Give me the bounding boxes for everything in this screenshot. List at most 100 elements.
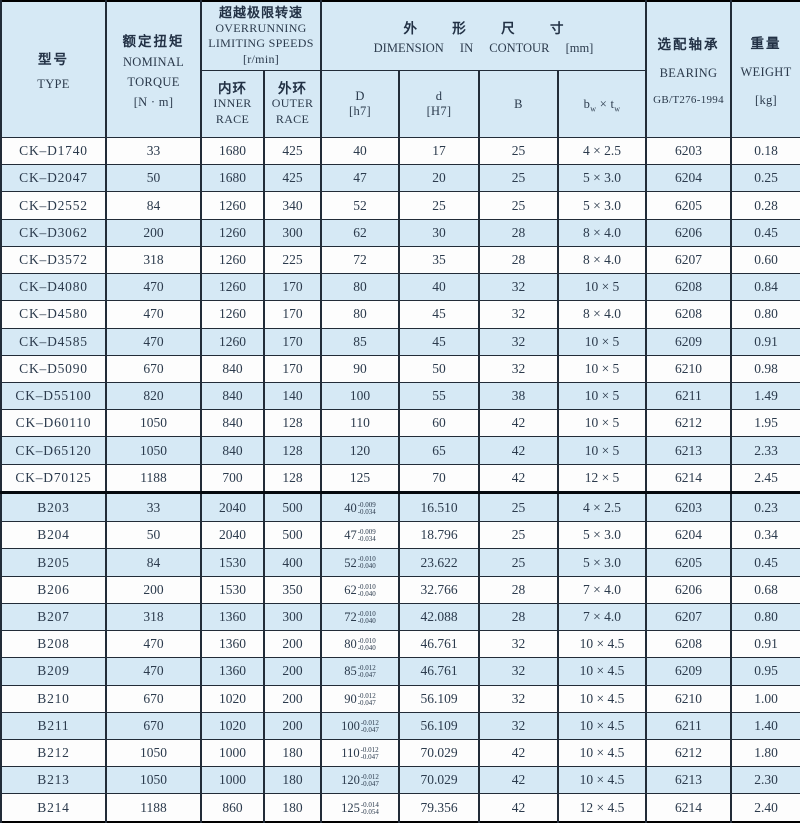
cell-bt: 4 × 2.5 xyxy=(557,136,647,166)
cell-inner: 2040 xyxy=(200,521,265,550)
cell-bearing: 6207 xyxy=(645,245,732,275)
cell-inner: 1260 xyxy=(200,327,265,356)
cell-D: 120 xyxy=(320,436,400,465)
table-row: B213 1050 1000 180 120 -0.012 -0.047 70.029 42 10… xyxy=(0,766,800,795)
header-bearing-en: BEARING xyxy=(659,66,718,80)
cell-outer: 170 xyxy=(263,300,322,329)
cell-B: 32 xyxy=(478,273,559,302)
cell-inner: 1260 xyxy=(200,245,265,275)
table-row: CK–D5090 670 840 170 90 50 32 10 × 5 6210 0.98 xyxy=(0,354,800,383)
header-inner-race: 内环 INNER RACE xyxy=(200,70,265,138)
cell-bearing: 6208 xyxy=(645,273,732,302)
cell-bt: 5 × 3.0 xyxy=(557,191,647,220)
cell-bt: 10 × 4.5 xyxy=(557,711,647,741)
dimension-value: 90 xyxy=(344,691,357,706)
tolerance-stack: -0.012 -0.047 xyxy=(357,691,376,707)
cell-type: B207 xyxy=(0,602,107,632)
cell-inner: 1260 xyxy=(200,218,265,247)
table-row: CK–D1740 33 1680 425 40 17 25 4 × 2.5 6203 0.18 xyxy=(0,136,800,166)
header-outer-l2: RACE xyxy=(275,111,310,126)
cell-bt: 5 × 3.0 xyxy=(557,521,647,550)
cell-bearing: 6208 xyxy=(645,300,732,329)
header-weight-cn: 重量 xyxy=(750,35,782,51)
header-bearing: 选配轴承 BEARING GB/T276-1994 xyxy=(645,0,732,138)
dimension-value: 40 xyxy=(344,500,357,515)
tolerance-stack: -0.014 -0.054 xyxy=(360,800,379,816)
cell-D: 90 xyxy=(320,354,400,383)
header-outer-race: 外环 OUTER RACE xyxy=(263,70,322,138)
header-col-D: D [h7] xyxy=(320,70,400,138)
cell-inner: 1530 xyxy=(200,575,265,604)
header-col-d: d [H7] xyxy=(398,70,480,138)
cell-d: 70.029 xyxy=(398,766,480,795)
cell-torque: 1050 xyxy=(105,766,202,795)
cell-bearing: 6206 xyxy=(645,575,732,604)
table-row: B206 200 1530 350 62 -0.010 -0.040 32.766 28 7 × … xyxy=(0,575,800,604)
header-speed-unit: [r/min] xyxy=(242,51,280,66)
header-bearing-cn: 选配轴承 xyxy=(657,37,720,52)
cell-bearing: 6214 xyxy=(645,793,732,823)
cell-inner: 1530 xyxy=(200,548,265,577)
cell-torque: 470 xyxy=(105,657,202,686)
cell-B: 25 xyxy=(478,491,559,523)
cell-torque: 50 xyxy=(105,521,202,550)
cell-B: 25 xyxy=(478,191,559,220)
table-row: CK–D65120 1050 840 128 120 65 42 10 × 5 6213 2.33 xyxy=(0,436,800,465)
header-outer-cn: 外环 xyxy=(278,80,307,96)
cell-outer: 200 xyxy=(263,657,322,686)
cell-outer: 140 xyxy=(263,381,322,411)
cell-bt: 10 × 4.5 xyxy=(557,766,647,795)
cell-D: 80 -0.010 -0.040 xyxy=(320,630,400,659)
cell-torque: 50 xyxy=(105,164,202,193)
header-dimension-unit: [mm] xyxy=(565,40,594,55)
header-torque-l2: TORQUE xyxy=(127,74,180,89)
cell-type: B204 xyxy=(0,521,107,550)
cell-outer: 180 xyxy=(263,738,322,768)
cell-type: CK–D4585 xyxy=(0,327,107,356)
cell-type: B203 xyxy=(0,491,107,523)
cell-d: 46.761 xyxy=(398,657,480,686)
dimension-value: 85 xyxy=(344,664,357,679)
cell-type: CK–D4080 xyxy=(0,273,107,302)
cell-weight: 0.91 xyxy=(730,630,800,659)
cell-D: 62 xyxy=(320,218,400,247)
cell-torque: 84 xyxy=(105,191,202,220)
cell-D: 80 xyxy=(320,300,400,329)
header-type: 型号 TYPE xyxy=(0,0,107,138)
header-dimension-cn: 外 形 尺 寸 xyxy=(403,20,580,36)
cell-d: 23.622 xyxy=(398,548,480,577)
cell-B: 25 xyxy=(478,521,559,550)
cell-bt: 10 × 4.5 xyxy=(557,684,647,713)
cell-type: B205 xyxy=(0,548,107,577)
header-col-B-symbol: B xyxy=(514,97,523,111)
tolerance-stack: -0.010 -0.040 xyxy=(357,637,376,653)
cell-type: CK–D3062 xyxy=(0,218,107,247)
cell-weight: 1.80 xyxy=(730,738,800,768)
cell-d: 56.109 xyxy=(398,684,480,713)
cell-type: CK–D65120 xyxy=(0,436,107,465)
dimension-value: 52 xyxy=(344,555,357,570)
cell-bearing: 6205 xyxy=(645,191,732,220)
table-row: CK–D70125 1188 700 128 125 70 42 12 × 5 6214 2.45 xyxy=(0,463,800,494)
cell-bt: 5 × 3.0 xyxy=(557,164,647,193)
dimension-value: 125 xyxy=(341,800,360,815)
cell-bt: 12 × 4.5 xyxy=(557,793,647,823)
cell-D: 72 xyxy=(320,245,400,275)
cell-type: CK–D55100 xyxy=(0,381,107,411)
cell-B: 28 xyxy=(478,218,559,247)
cell-type: B212 xyxy=(0,738,107,768)
cell-type: B209 xyxy=(0,657,107,686)
cell-bt: 4 × 2.5 xyxy=(557,491,647,523)
cell-torque: 470 xyxy=(105,630,202,659)
cell-D: 85 -0.012 -0.047 xyxy=(320,657,400,686)
cell-torque: 670 xyxy=(105,684,202,713)
table-row: CK–D4585 470 1260 170 85 45 32 10 × 5 6209 0.91 xyxy=(0,327,800,356)
cell-D: 90 -0.012 -0.047 xyxy=(320,684,400,713)
table-row: CK–D55100 820 840 140 100 55 38 10 × 5 6211 1.49 xyxy=(0,381,800,411)
cell-D: 85 xyxy=(320,327,400,356)
cell-B: 42 xyxy=(478,409,559,438)
cell-B: 25 xyxy=(478,548,559,577)
cell-torque: 33 xyxy=(105,491,202,523)
cell-d: 60 xyxy=(398,409,480,438)
cell-weight: 1.00 xyxy=(730,684,800,713)
